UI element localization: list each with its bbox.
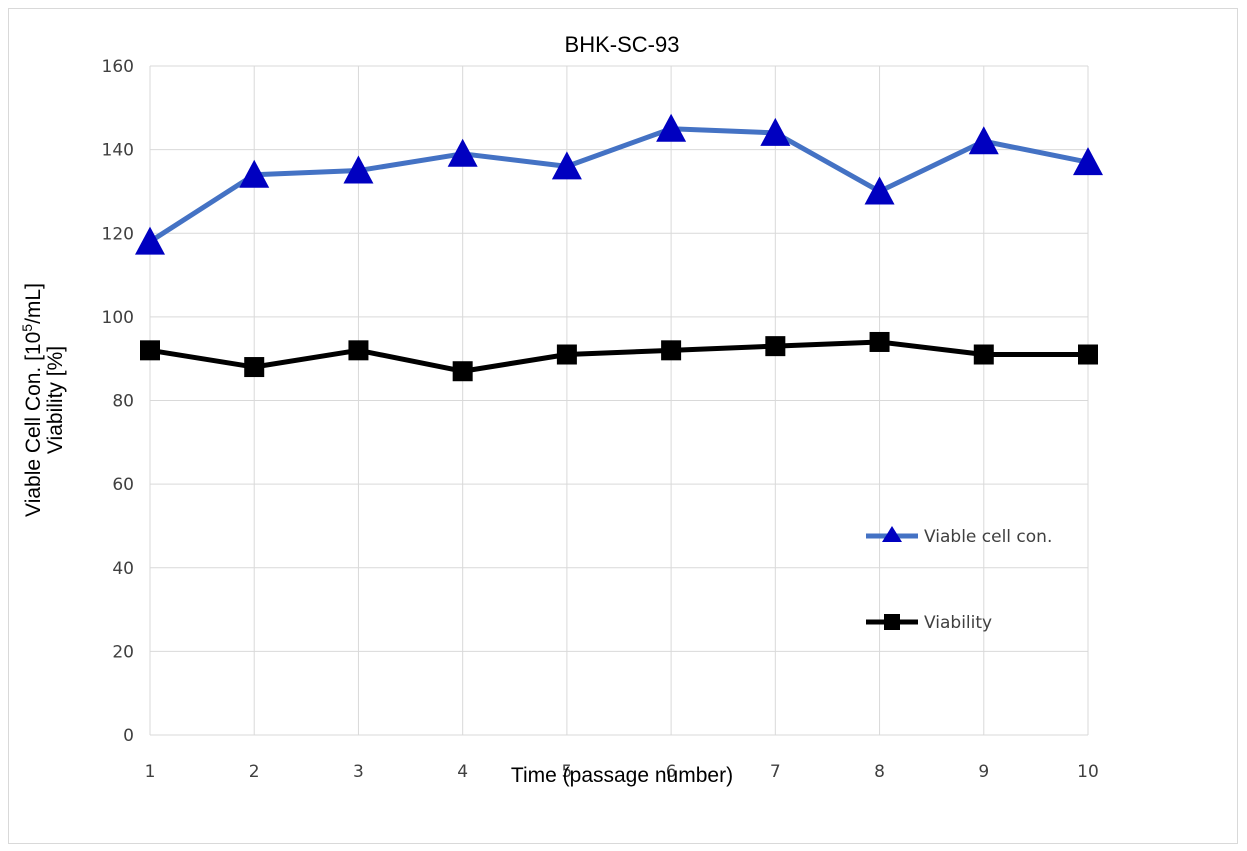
x-tick-label: 3 [353,762,364,782]
y-tick-label: 160 [102,57,134,77]
data-point-square [765,336,786,357]
data-point-triangle [968,126,999,155]
y-tick-label: 120 [102,224,134,244]
x-tick-label: 4 [457,762,468,782]
legend-item-viable-cell-con: Viable cell con. [866,526,1052,547]
data-point-square [348,340,369,361]
series-line-viable-cell-con [148,126,1089,244]
y-axis-title-prefix: Viable Cell Con. [10 [22,332,45,517]
series-line-viability [149,339,1088,374]
data-point-triangle [656,113,687,142]
data-point-square [140,340,160,361]
y-axis-title-line1: Viable Cell Con. [105/mL] [19,283,45,517]
x-axis-title: Time (passage number) [511,764,733,787]
x-tick-label: 10 [1077,762,1099,782]
x-tick-label: 6 [666,762,677,782]
grid-lines [149,65,1089,736]
data-point-square [244,357,265,378]
data-point-square [869,331,890,352]
data-point-triangle [239,159,270,188]
legend-item-viability: Viability [866,613,992,633]
y-tick-label: 20 [112,642,134,662]
x-axis-ticks: 1 2 3 4 5 6 7 8 9 10 [145,762,1099,782]
data-point-triangle [447,138,478,167]
y-axis-title: Viable Cell Con. [105/mL] Viability [%] [19,283,67,517]
y-axis-title-suffix: /mL] [22,283,45,324]
data-point-triangle [343,155,374,184]
data-point-triangle [864,176,895,205]
x-tick-label: 7 [770,762,781,782]
y-tick-label: 0 [123,726,134,746]
legend-label-viable-cell-con: Viable cell con. [924,527,1052,547]
data-point-square [661,340,682,361]
y-axis-title-line2: Viability [%] [44,346,67,454]
legend: Viable cell con. Viability [866,526,1052,633]
x-tick-label: 9 [978,762,989,782]
data-point-triangle [760,117,791,146]
y-tick-label: 40 [112,559,134,579]
legend-label-viability: Viability [924,613,992,633]
y-tick-label: 80 [112,392,134,412]
data-point-square [1078,344,1098,365]
x-tick-label: 2 [249,762,260,782]
data-point-triangle [135,226,165,255]
y-tick-label: 100 [102,308,134,328]
y-axis-ticks: 0 20 40 60 80 100 120 140 160 [102,57,134,746]
data-point-triangle [551,151,582,180]
y-axis-title-superscript: 5 [19,324,35,332]
x-tick-label: 8 [874,762,885,782]
data-point-square [452,361,473,382]
chart-title: BHK-SC-93 [565,32,680,57]
x-tick-label: 1 [145,762,156,782]
series-group [135,113,1103,382]
y-tick-label: 60 [112,475,134,495]
data-point-square [973,344,994,365]
data-point-square [556,344,577,365]
x-tick-label: 5 [561,762,572,782]
data-point-triangle [1073,147,1103,176]
legend-marker-triangle [882,526,902,542]
legend-marker-square [884,614,900,630]
y-tick-label: 140 [102,141,134,161]
